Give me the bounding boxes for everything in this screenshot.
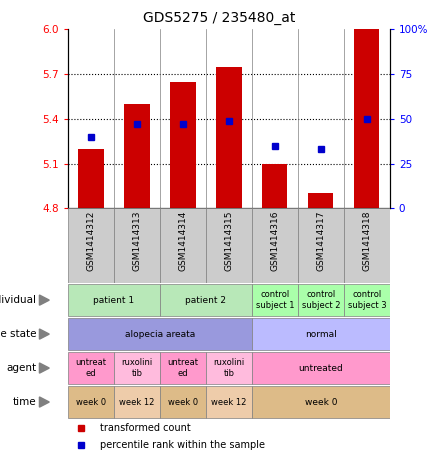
- Bar: [160, 352, 206, 384]
- Bar: [216, 67, 241, 208]
- Text: control
subject 1: control subject 1: [256, 290, 294, 310]
- Bar: [206, 386, 252, 419]
- Bar: [114, 386, 160, 419]
- Bar: [262, 164, 287, 208]
- Bar: [124, 104, 149, 208]
- Bar: [252, 386, 390, 419]
- Bar: [252, 352, 390, 384]
- Bar: [160, 284, 252, 316]
- Bar: [68, 386, 114, 419]
- Bar: [170, 82, 195, 208]
- Bar: [68, 284, 160, 316]
- Text: GSM1414316: GSM1414316: [270, 211, 279, 271]
- Bar: [206, 208, 252, 283]
- Text: individual: individual: [0, 295, 36, 305]
- Polygon shape: [39, 295, 49, 305]
- Text: week 12: week 12: [119, 398, 155, 406]
- Bar: [206, 352, 252, 384]
- Text: control
subject 2: control subject 2: [302, 290, 340, 310]
- Bar: [68, 208, 114, 283]
- Polygon shape: [39, 363, 49, 373]
- Text: untreat
ed: untreat ed: [167, 358, 198, 378]
- Text: GSM1414312: GSM1414312: [86, 211, 95, 271]
- Text: GSM1414314: GSM1414314: [178, 211, 187, 271]
- Text: patient 2: patient 2: [185, 296, 226, 304]
- Bar: [308, 193, 333, 208]
- Text: GDS5275 / 235480_at: GDS5275 / 235480_at: [143, 11, 295, 25]
- Text: week 0: week 0: [76, 398, 106, 406]
- Bar: [252, 318, 390, 351]
- Text: percentile rank within the sample: percentile rank within the sample: [100, 439, 265, 449]
- Text: patient 1: patient 1: [93, 296, 134, 304]
- Bar: [252, 208, 298, 283]
- Bar: [78, 149, 103, 208]
- Bar: [68, 318, 252, 351]
- Bar: [344, 208, 390, 283]
- Text: time: time: [13, 397, 36, 407]
- Text: GSM1414318: GSM1414318: [362, 211, 371, 271]
- Bar: [160, 386, 206, 419]
- Polygon shape: [39, 397, 49, 407]
- Text: GSM1414313: GSM1414313: [132, 211, 141, 271]
- Text: control
subject 3: control subject 3: [347, 290, 386, 310]
- Text: GSM1414315: GSM1414315: [224, 211, 233, 271]
- Bar: [354, 29, 379, 208]
- Bar: [344, 284, 390, 316]
- Text: ruxolini
tib: ruxolini tib: [213, 358, 244, 378]
- Text: ruxolini
tib: ruxolini tib: [121, 358, 152, 378]
- Text: untreat
ed: untreat ed: [75, 358, 106, 378]
- Bar: [298, 208, 344, 283]
- Polygon shape: [39, 329, 49, 339]
- Text: normal: normal: [305, 330, 337, 338]
- Bar: [160, 208, 206, 283]
- Text: GSM1414317: GSM1414317: [316, 211, 325, 271]
- Bar: [298, 284, 344, 316]
- Text: week 0: week 0: [168, 398, 198, 406]
- Text: untreated: untreated: [298, 364, 343, 372]
- Text: week 12: week 12: [211, 398, 247, 406]
- Bar: [252, 284, 298, 316]
- Text: week 0: week 0: [304, 398, 337, 406]
- Text: agent: agent: [6, 363, 36, 373]
- Bar: [114, 352, 160, 384]
- Text: disease state: disease state: [0, 329, 36, 339]
- Text: transformed count: transformed count: [100, 423, 191, 433]
- Bar: [68, 352, 114, 384]
- Text: alopecia areata: alopecia areata: [125, 330, 195, 338]
- Bar: [114, 208, 160, 283]
